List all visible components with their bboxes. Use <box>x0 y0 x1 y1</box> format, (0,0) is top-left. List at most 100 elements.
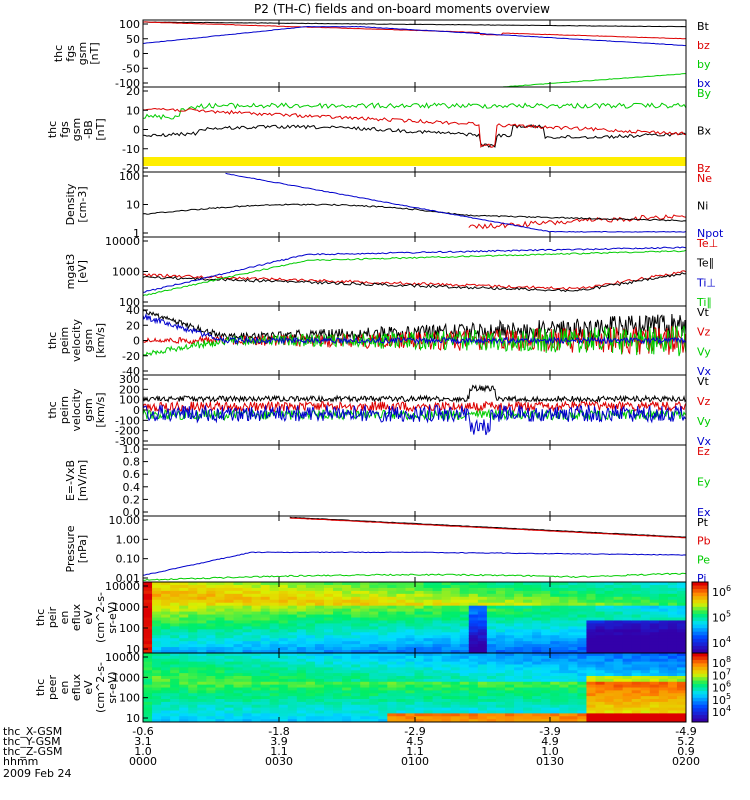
p9-cell <box>468 626 479 630</box>
p10-cell <box>432 653 443 657</box>
p9-cell <box>586 620 596 624</box>
p9-cell <box>387 620 397 624</box>
p10-cell <box>188 696 198 700</box>
p10-cell <box>197 719 207 723</box>
p10-cell <box>550 693 560 697</box>
p10-cell <box>278 673 289 677</box>
p10-cell <box>378 670 388 674</box>
p9-cell <box>586 587 596 592</box>
p9-cell <box>459 641 470 645</box>
p9-cell <box>495 602 506 607</box>
p10-cell <box>260 701 271 706</box>
p10-cell <box>342 719 352 723</box>
p10-cell <box>224 704 234 709</box>
p9-cell <box>251 599 262 604</box>
p10-cell <box>432 699 443 703</box>
p9-cell <box>423 599 434 604</box>
p10-cell <box>586 681 596 686</box>
p10-cell <box>559 678 569 683</box>
p10-cell <box>622 704 633 709</box>
p9-cell <box>459 584 470 589</box>
p10-cell <box>477 687 488 691</box>
p10-cell <box>586 653 596 657</box>
p10-cell <box>215 661 225 666</box>
p9-cell <box>152 620 162 624</box>
p10-cell <box>532 664 542 668</box>
p10-cell <box>305 667 316 671</box>
p5-series-Vt <box>142 309 687 343</box>
xaxis-row-label-2: thc_Z-GSM <box>3 745 63 758</box>
p9-cell <box>486 582 497 586</box>
p9-cell <box>649 635 660 639</box>
p9-cell <box>314 632 325 636</box>
p10-cell <box>396 676 406 680</box>
p10-cell <box>505 701 515 706</box>
p9-cell <box>324 629 334 633</box>
p9-cell <box>423 608 434 613</box>
p10-cell <box>550 704 560 709</box>
p10-cell <box>351 661 361 666</box>
p10-cell <box>550 653 560 657</box>
p9-cell <box>179 650 189 654</box>
p9-cell <box>414 605 425 610</box>
p10-cell <box>242 699 253 703</box>
p9-cell <box>631 650 642 654</box>
p9-cell <box>405 582 415 586</box>
p9-cell <box>351 593 361 598</box>
p10-cell <box>414 658 425 663</box>
p10-cell <box>278 658 289 663</box>
p9-cell <box>333 584 343 589</box>
p10-cell <box>505 707 515 712</box>
p9-cell <box>296 599 307 604</box>
p10-cell <box>170 673 180 677</box>
p10-cell <box>251 670 262 674</box>
p10-cell <box>405 653 415 657</box>
p9-cell <box>287 626 298 630</box>
p10-cell <box>188 707 198 712</box>
p10-cell <box>333 710 343 714</box>
p10-cell <box>342 681 352 686</box>
xaxis-value-0-0: -0.6 <box>132 725 153 738</box>
p10-colorbar-step <box>692 701 708 706</box>
p9-cell <box>161 644 171 648</box>
p9-cell <box>387 599 397 604</box>
p5-ytick-label-0: 40 <box>126 304 140 317</box>
p9-cell <box>206 641 216 645</box>
p9-cell <box>143 623 153 627</box>
p10-colorbar-step <box>692 670 708 675</box>
p10-cell <box>360 719 370 723</box>
p9-cell <box>405 650 415 654</box>
p10-cell <box>324 710 334 714</box>
p10-cell <box>532 696 542 700</box>
p10-cell <box>495 661 506 666</box>
p9-cell <box>450 635 461 639</box>
p10-ytick-label-1: 1000 <box>112 671 140 684</box>
p9-cell <box>477 629 488 633</box>
p9-cell <box>631 647 642 651</box>
p10-cell <box>631 658 642 663</box>
p7-ytick-label-0: 1.0 <box>123 443 141 456</box>
p9-cell <box>333 582 343 586</box>
p10-cell <box>260 681 271 686</box>
p10-cell <box>161 681 171 686</box>
p10-cell <box>170 710 180 714</box>
p10-cell <box>387 713 397 717</box>
p9-cell <box>314 608 325 613</box>
p9-cell <box>233 629 244 633</box>
p10-cell <box>314 653 325 657</box>
p10-cell <box>378 710 388 714</box>
p10-cell <box>287 661 298 666</box>
p10-cell <box>595 693 606 697</box>
p10-cell <box>541 678 551 683</box>
p10-cell <box>631 667 642 671</box>
p10-cell <box>215 658 225 663</box>
p10-cell <box>170 690 180 694</box>
p9-cell <box>541 582 551 586</box>
p9-cell <box>559 617 569 621</box>
p4-legend-Ti⊥: Ti⊥ <box>696 276 716 289</box>
p10-cell <box>396 696 406 700</box>
p10-cell <box>161 661 171 666</box>
p9-cell <box>152 647 162 651</box>
p10-cell <box>215 681 225 686</box>
